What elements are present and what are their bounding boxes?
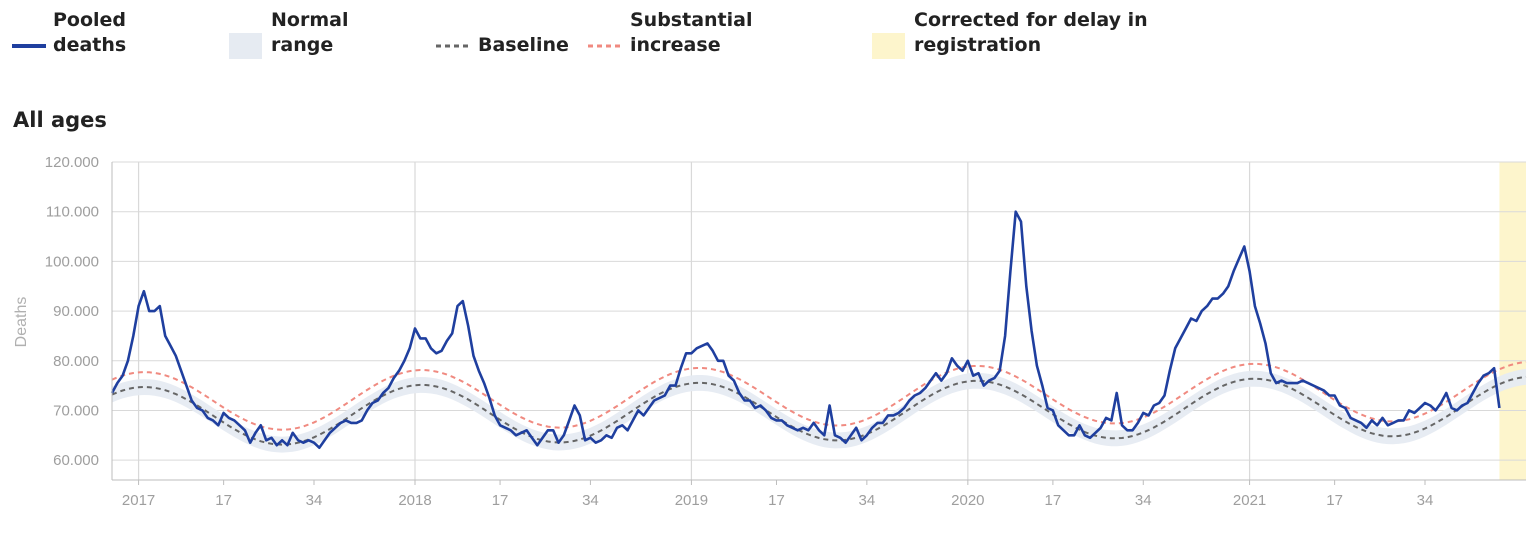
y-tick-label: 90.000: [53, 303, 99, 320]
y-tick-label: 110.000: [46, 204, 99, 221]
x-tick-label: 2021: [1233, 492, 1266, 509]
legend-substantial-increase: Substantial increase: [588, 8, 752, 58]
y-tick-label: 60.000: [53, 452, 99, 469]
legend-corrected-label: Corrected for delay in registration: [914, 9, 1148, 56]
normal-range-band: [112, 368, 1526, 453]
baseline-line: [111, 375, 1527, 446]
substantial-increase-swatch: [588, 44, 624, 48]
legend-baseline: Baseline: [436, 8, 569, 58]
y-tick-label: 70.000: [53, 402, 99, 419]
y-tick-label: 100.000: [45, 253, 99, 270]
x-tick-label: 17: [1326, 492, 1343, 509]
pooled-deaths-swatch: [12, 44, 46, 48]
x-tick-label: 17: [1045, 492, 1062, 509]
legend: Pooled deaths Normal range Baseline Subs…: [0, 0, 1532, 70]
legend-pooled-label: Pooled deaths: [53, 9, 127, 56]
x-tick-label: 17: [492, 492, 509, 509]
chart-title: All ages: [13, 108, 107, 132]
x-tick-label: 34: [582, 492, 599, 509]
legend-normal-label: Normal range: [271, 9, 349, 56]
x-tick-label: 34: [1417, 492, 1434, 509]
x-tick-label: 34: [858, 492, 875, 509]
substantial-increase-line: [111, 361, 1527, 431]
baseline-swatch: [436, 44, 472, 48]
normal-range-swatch: [229, 33, 262, 59]
y-tick-label: 80.000: [53, 353, 99, 370]
corrected-swatch: [872, 33, 905, 59]
y-tick-label: 120.000: [45, 154, 99, 171]
legend-baseline-label: Baseline: [478, 34, 569, 56]
x-tick-label: 34: [1135, 492, 1152, 509]
x-tick-label: 34: [306, 492, 323, 509]
legend-pooled-deaths: Pooled deaths: [12, 8, 126, 58]
corrected-region: [1499, 162, 1526, 480]
legend-substantial-label: Substantial increase: [630, 9, 753, 56]
x-tick-label: 2018: [398, 492, 431, 509]
x-tick-label: 2020: [951, 492, 984, 509]
y-axis-label: Deaths: [13, 297, 30, 348]
legend-normal-range: Normal range: [229, 8, 349, 59]
pooled-deaths-line: [110, 210, 1501, 450]
legend-corrected: Corrected for delay in registration: [872, 8, 1148, 59]
x-tick-label: 17: [768, 492, 785, 509]
x-tick-label: 17: [215, 492, 232, 509]
x-tick-label: 2017: [122, 492, 155, 509]
x-tick-label: 2019: [675, 492, 708, 509]
